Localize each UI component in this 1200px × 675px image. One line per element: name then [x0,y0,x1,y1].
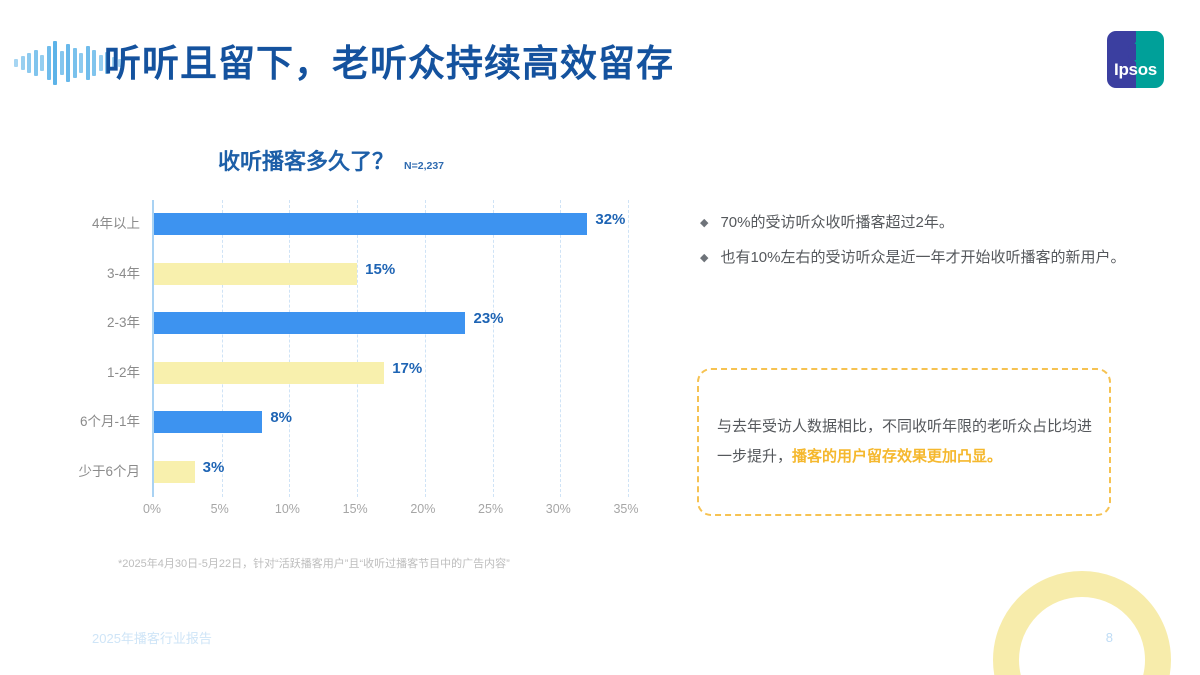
category-label: 1-2年 [106,364,140,380]
logo-head-glyph [1128,39,1150,63]
waveform-bar [27,53,31,73]
bar-value-label: 3% [202,458,225,476]
chart-bar [154,411,263,433]
page-number: 8 [1105,630,1113,645]
chart-gridline [357,200,359,497]
waveform-bar [20,56,25,70]
chart-gridline [289,200,291,497]
chart-gridline [221,200,223,497]
bar-value-label: 17% [392,359,423,377]
category-label: 少于6个月 [78,463,140,479]
x-tick-label: 35% [613,502,639,516]
chart-bar [154,213,588,235]
waveform-bar [85,46,90,80]
insight-bullet-text: 70%的受访听众收听播客超过2年。 [720,214,954,231]
logo-wordmark: Ipsos [1114,60,1157,79]
category-label: 4年以上 [91,216,140,231]
audio-waveform-icon [14,40,122,86]
chart-bar [154,460,195,483]
chart-bar-row: 6个月-1年 8% [80,398,626,448]
chart-sample-size: N=2,237 [404,160,445,172]
chart-footnote: *2025年4月30日-5月22日，针对“活跃播客用户”且“收听过播客节目中的广… [118,558,510,570]
waveform-bar [98,55,103,71]
chart-bar [154,361,385,384]
yellow-ring-decoration [993,571,1171,675]
chart-gridline [492,200,494,497]
waveform-bar [40,55,44,71]
waveform-bar [53,41,57,85]
bar-value-label: 23% [473,310,504,327]
insight-bullet-item: ◆ 也有10%左右的受访听众是近一年才开始收听播客的新用户。 [700,245,1130,271]
x-tick-label: 15% [342,502,368,516]
bar-value-label: 15% [365,260,396,278]
x-axis-tick-labels: 0% 5% 10% 15% 20% 25% 30% 35% [143,502,639,522]
waveform-bar [66,44,70,82]
chart-bar-row: 4年以上 32% [92,200,626,250]
insights-bullet-list: ◆ 70%的受访听众收听播客超过2年。 ◆ 也有10%左右的受访听众是近一年才开始收听… [700,210,1130,280]
callout-text-highlight: 播客的用户留存效果更加凸显。 [792,448,1003,465]
waveform-bar [33,50,38,76]
chart-bar [154,312,466,334]
chart-gridline [424,200,426,497]
slide-header: 听听且留下，老听众持续高效留存 Ipsos [0,0,1200,118]
chart-bar-row: 1-2年 17% [107,349,626,399]
insight-bullet-text: 也有10%左右的受访听众是近一年才开始收听播客的新用户。 [720,249,1126,266]
bullet-diamond-icon: ◆ [700,252,709,264]
bar-chart-plot-area: 4年以上 32% 3-4年 15% 2-3年 23% 1-2年 17% 6个月-1年 8% 少于6个… [78,200,629,498]
chart-bar [154,262,358,285]
waveform-bar [118,59,122,67]
bullet-diamond-icon: ◆ [700,217,709,229]
x-tick-label: 10% [274,502,300,516]
page-title: 听听且留下，老听众持续高效留存 [104,43,674,84]
chart-gridline [560,200,562,497]
category-label: 3-4年 [106,265,140,281]
chart-title: 收听播客多久了？ [218,149,395,174]
x-tick-label: 5% [210,502,229,516]
x-tick-label: 30% [545,502,571,516]
waveform-bar [14,59,18,67]
callout-text-plain: 与去年受访人数据相比，不同收听年限的老听众占比均进一步提升， [717,418,1093,465]
x-tick-label: 25% [478,502,504,516]
chart-bar-row: 少于6个月 3% [78,448,626,498]
waveform-bar [72,48,77,78]
chart-bar-row: 3-4年 15% [107,250,626,300]
category-label: 6个月-1年 [79,414,140,429]
chart-header: 收听播客多久了？ N=2,237 [218,144,444,176]
waveform-bar [105,52,109,74]
waveform-bar [79,53,83,73]
waveform-bar [92,50,96,76]
callout-box: 与去年受访人数据相比，不同收听年限的老听众占比均进一步提升，播客的用户留存效果更… [697,368,1111,516]
category-label: 2-3年 [106,315,140,330]
chart-bar-row: 2-3年 23% [107,299,626,349]
waveform-bar [111,57,116,69]
callout-text: 与去年受访人数据相比，不同收听年限的老听众占比均进一步提升，播客的用户留存效果更… [717,412,1093,472]
insight-bullet-item: ◆ 70%的受访听众收听播客超过2年。 [700,210,1130,236]
x-tick-label: 20% [410,502,436,516]
bar-value-label: 32% [595,211,626,228]
waveform-bar [46,46,51,80]
bar-value-label: 8% [270,409,293,426]
waveform-bar [59,51,64,75]
x-tick-label: 0% [142,502,162,516]
footer-report-label: 2025年播客行业报告 [92,631,212,646]
ipsos-logo: Ipsos [1107,31,1164,88]
chart-gridline [628,200,629,497]
